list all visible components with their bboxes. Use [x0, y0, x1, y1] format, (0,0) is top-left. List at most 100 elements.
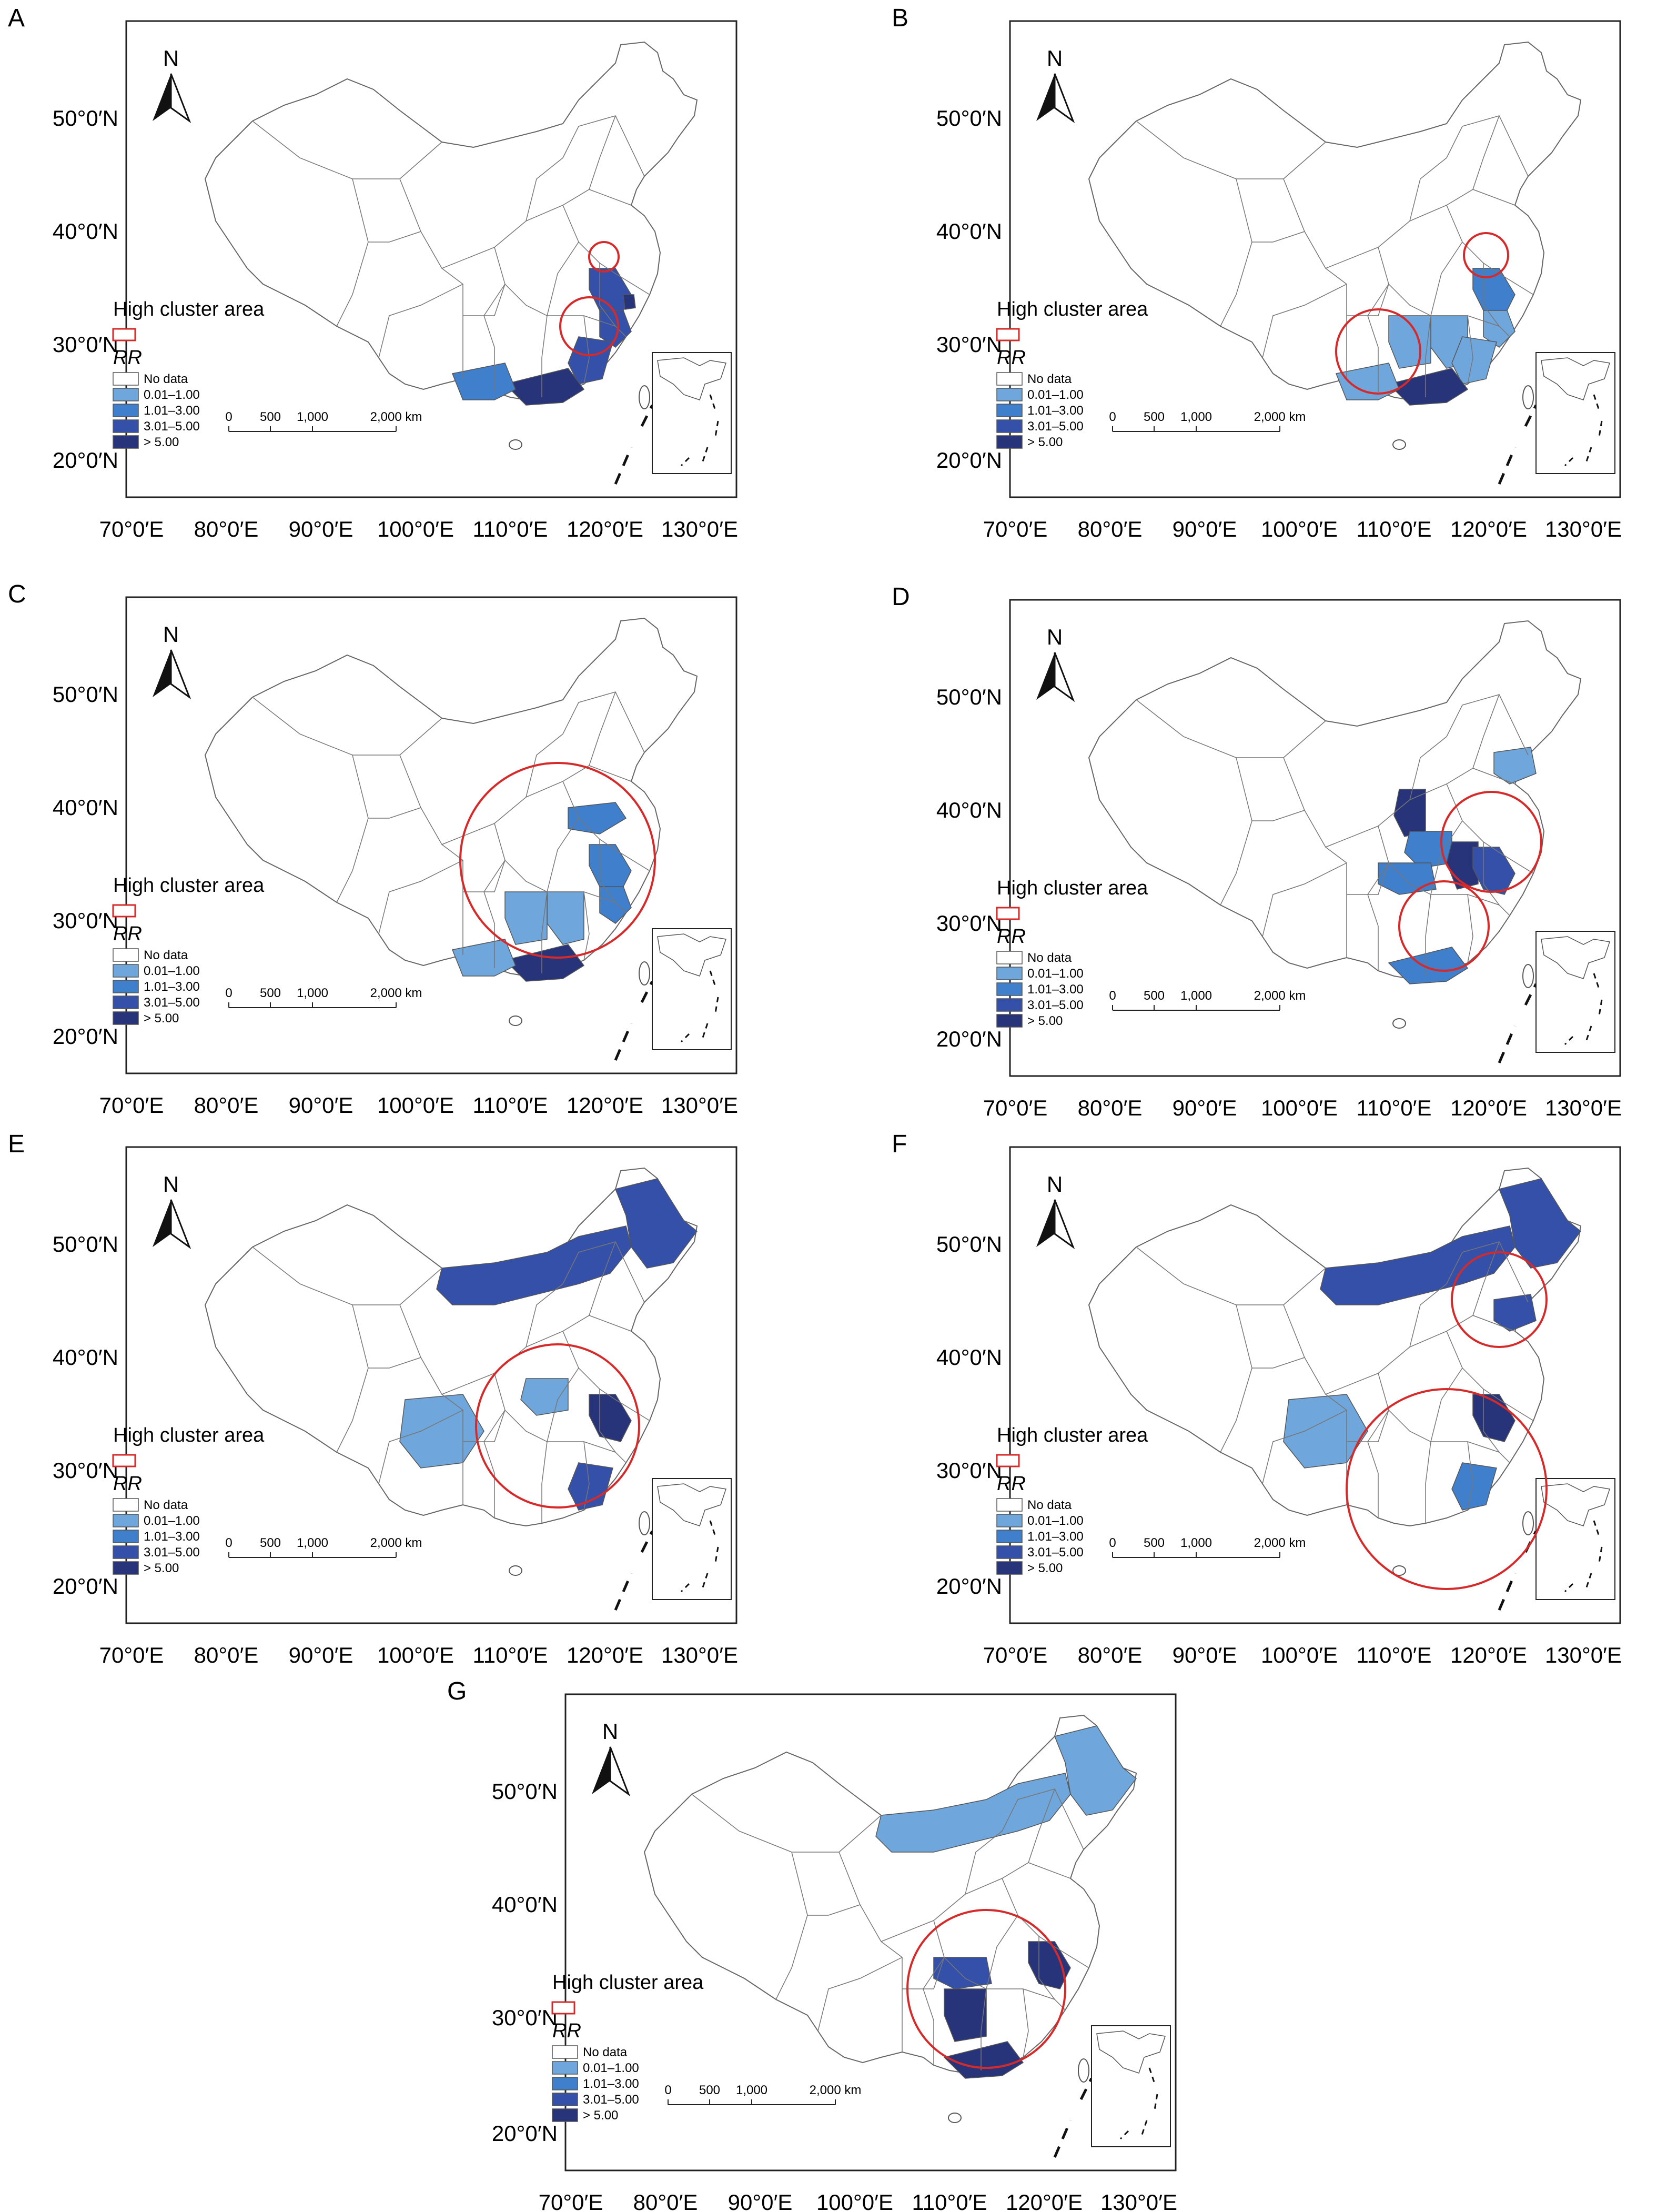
- legend-class-label: 3.01–5.00: [144, 419, 200, 434]
- scale-label: 2,000 km: [1254, 1536, 1306, 1550]
- lon-label: 110°0′E: [472, 517, 548, 541]
- lon-label: 70°0′E: [983, 1643, 1048, 1667]
- nine-dash-line: [614, 1530, 654, 1611]
- legend-rr-title: RR: [113, 923, 142, 945]
- lon-label: 130°0′E: [661, 1093, 738, 1118]
- north-label: N: [163, 1172, 179, 1197]
- north-arrow-right: [1054, 73, 1075, 124]
- taiwan-island: [1522, 385, 1534, 409]
- north-arrow-icon: N: [592, 1719, 631, 1797]
- legend-swatch: [996, 388, 1023, 401]
- lat-label: 40°0′N: [492, 1892, 558, 1917]
- lon-label: 110°0′E: [472, 1643, 548, 1667]
- inset-coastline: [1541, 936, 1610, 979]
- scale-label: 1,000: [1180, 410, 1212, 424]
- lon-label: 90°0′E: [289, 517, 353, 541]
- legend-cluster-title: High cluster area: [997, 877, 1148, 899]
- map-panel-G: G N 50°0′N 40°0′N 30°0′N 20°0′N 70°0′E 80°0′E 90…: [447, 1677, 1177, 2212]
- region-shanghai: [623, 294, 636, 310]
- lon-label: 80°0′E: [194, 1093, 259, 1118]
- north-label: N: [1047, 625, 1063, 649]
- cluster-circle: [1398, 880, 1490, 972]
- lat-label: 30°0′N: [53, 908, 118, 933]
- north-arrow-icon: N: [1036, 625, 1075, 702]
- scale-bar: 0 500 1,000 2,000 km: [1109, 410, 1306, 432]
- lon-label: 120°0′E: [567, 1643, 643, 1667]
- cluster-circle: [1346, 1388, 1548, 1590]
- inset-coastline: [657, 933, 726, 977]
- lat-label: 30°0′N: [53, 1458, 118, 1483]
- scale-bar: 0 500 1,000 2,000 km: [1109, 989, 1306, 1011]
- legend-swatch: [113, 372, 139, 386]
- inset-coastline: [1541, 1483, 1610, 1526]
- legend-cluster-title: High cluster area: [113, 1424, 265, 1446]
- lat-label: 40°0′N: [53, 795, 118, 820]
- region-shandong: [568, 802, 627, 834]
- lon-label: 110°0′E: [1356, 1095, 1431, 1120]
- cluster-circle: [559, 296, 619, 356]
- legend-swatch: [996, 951, 1023, 964]
- inset-coastline: [657, 357, 726, 400]
- cluster-circle: [1440, 791, 1542, 893]
- lon-label: 110°0′E: [1356, 517, 1431, 541]
- map-panel-C: C N 50°0′N 40°0′N 30°0′N 20°0′N 70°0′E 80°0′E 90…: [8, 580, 738, 1118]
- hainan-island: [1392, 439, 1406, 450]
- lon-label: 90°0′E: [1173, 1643, 1237, 1667]
- scale-label: 0: [225, 410, 232, 424]
- legend-swatch: [113, 1530, 139, 1543]
- hainan-island: [1392, 1565, 1406, 1576]
- region-guangdong: [1388, 368, 1469, 406]
- lon-label: 130°0′E: [1545, 1095, 1622, 1120]
- panel-label: C: [8, 580, 26, 608]
- legend-class-label: 3.01–5.00: [583, 2093, 639, 2107]
- north-arrow-left: [1036, 74, 1055, 121]
- north-arrow-icon: N: [153, 622, 191, 700]
- inset-map: [652, 352, 732, 474]
- lon-label: 120°0′E: [1006, 2190, 1083, 2212]
- hainan-island: [948, 2113, 962, 2123]
- legend-cluster-swatch: [996, 328, 1020, 341]
- legend-swatch: [113, 1561, 139, 1575]
- region-zhejiang: [599, 310, 632, 348]
- lon-label: 70°0′E: [99, 517, 164, 541]
- north-arrow-right: [170, 73, 191, 124]
- legend-swatch: [996, 1561, 1023, 1575]
- legend-class-label: 0.01–1.00: [583, 2061, 639, 2075]
- taiwan-island: [639, 961, 650, 986]
- region-inner-mongolia: [875, 1773, 1071, 1853]
- map-panel-E: E N 50°0′N 40°0′N 30°0′N 20°0′N 70°0′E 80°0′E 90…: [8, 1130, 738, 1667]
- legend-swatch: [113, 1498, 139, 1512]
- legend-class-label: > 5.00: [1027, 435, 1063, 449]
- lat-label: 50°0′N: [53, 1232, 118, 1256]
- legend-class-label: 3.01–5.00: [144, 996, 200, 1010]
- lon-label: 80°0′E: [194, 517, 259, 541]
- legend-class-label: > 5.00: [1027, 1561, 1063, 1575]
- cluster-circle: [906, 1909, 1066, 2069]
- map-panel-A: A N 50°0′N 40°0′N 30°0′N 20°0′N 70°0′E 80°0′E 90…: [8, 4, 738, 541]
- scale-label: 1,000: [297, 1536, 328, 1550]
- scale-label: 2,000 km: [1254, 410, 1306, 424]
- region-fujian: [568, 336, 613, 385]
- panel-label: E: [8, 1130, 25, 1158]
- legend-class-label: No data: [144, 948, 188, 962]
- lat-label: 30°0′N: [936, 332, 1002, 357]
- lon-label: 100°0′E: [1261, 1095, 1338, 1120]
- hainan-island: [509, 1015, 522, 1026]
- lon-label: 120°0′E: [567, 517, 643, 541]
- legend-class-label: No data: [1027, 951, 1072, 965]
- region-zhejiang: [1483, 310, 1515, 348]
- lon-label: 80°0′E: [1078, 1643, 1143, 1667]
- lat-label: 20°0′N: [936, 448, 1002, 472]
- lat-label: 50°0′N: [492, 1779, 558, 1804]
- legend-rr-title: RR: [997, 926, 1026, 948]
- legend-cluster-swatch: [112, 328, 136, 341]
- lon-label: 130°0′E: [1545, 517, 1622, 541]
- legend-swatch: [113, 948, 139, 962]
- lon-label: 120°0′E: [1450, 1095, 1527, 1120]
- legend-swatch: [996, 1545, 1023, 1559]
- map-panel-F: F N 50°0′N 40°0′N 30°0′N 20°0′N 70°0′E 80°0′E 90…: [892, 1130, 1622, 1667]
- legend-swatch: [113, 419, 139, 433]
- legend-swatch: [552, 2045, 578, 2059]
